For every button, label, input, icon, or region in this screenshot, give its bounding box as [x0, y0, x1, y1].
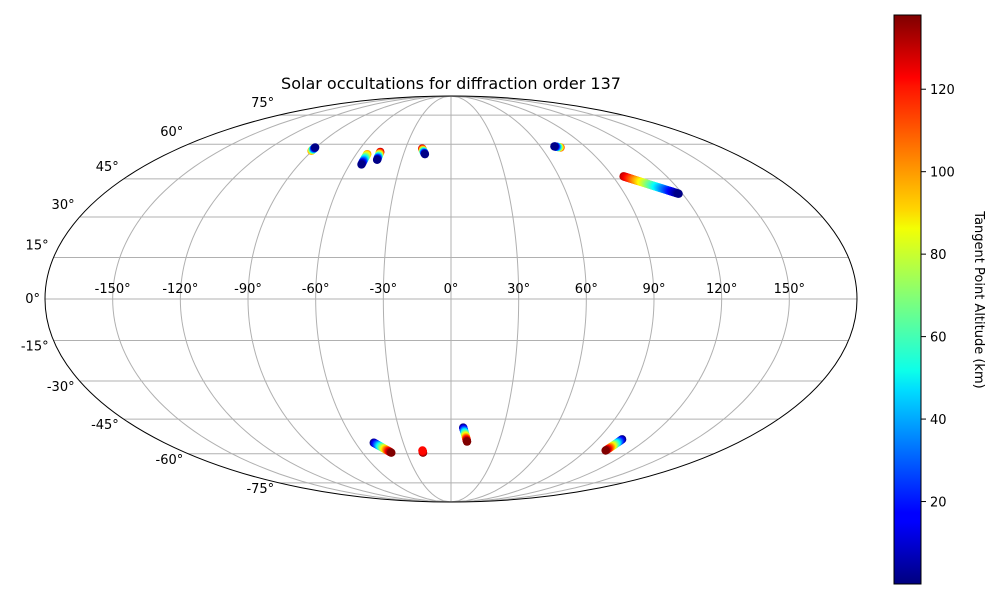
occultation-point: [550, 142, 559, 151]
latitude-tick-label: 75°: [251, 96, 274, 111]
longitude-tick-label: -90°: [234, 282, 262, 297]
latitude-tick-label: -15°: [21, 340, 49, 355]
longitude-gridline: [450, 95, 655, 503]
longitude-gridline: [112, 95, 452, 503]
longitude-tick-label: 60°: [575, 282, 598, 297]
longitude-gridline: [450, 95, 520, 503]
colorbar-tick-label: 100: [930, 166, 955, 181]
longitude-tick-label: -30°: [369, 282, 397, 297]
colorbar-tick-label: 80: [930, 248, 947, 263]
longitude-tick-label: 30°: [507, 282, 530, 297]
longitude-gridline: [450, 95, 587, 503]
chart-title: Solar occultations for diffraction order…: [281, 74, 621, 93]
latitude-tick-label: 45°: [96, 160, 119, 175]
map-boundary: [44, 95, 858, 503]
latitude-tick-label: -30°: [47, 380, 75, 395]
longitude-gridline: [450, 95, 723, 503]
longitude-tick-label: -150°: [95, 282, 131, 297]
longitude-tick-label: 0°: [444, 282, 459, 297]
longitude-tick-label: 90°: [642, 282, 665, 297]
longitude-tick-label: -120°: [162, 282, 198, 297]
longitude-gridline: [382, 95, 452, 503]
colorbar-label: Tangent Point Altitude (km): [971, 210, 986, 388]
latitude-tick-label: 15°: [26, 238, 49, 253]
longitude-gridline: [450, 95, 790, 503]
colorbar-tick-label: 40: [930, 413, 947, 428]
longitude-gridline: [179, 95, 452, 503]
colorbar-tick-label: 60: [930, 331, 947, 346]
latitude-tick-label: 30°: [52, 198, 75, 213]
longitude-tick-labels: -150° -120° -90° -60° -30° 0° 30° 60° 90° 120° 150…: [95, 282, 805, 297]
occultation-point: [357, 160, 366, 169]
latitude-tick-label: -60°: [156, 453, 184, 468]
latitude-tick-labels: 75° 60° 45° 30° 15° 0° -15° -30° -45° -60° -75°: [21, 96, 274, 497]
occultation-point: [674, 189, 683, 198]
occultation-point: [387, 448, 396, 457]
latitude-tick-label: -45°: [91, 418, 119, 433]
longitude-tick-label: 150°: [774, 282, 805, 297]
occultation-point: [372, 155, 382, 165]
latitude-tick-label: 0°: [25, 292, 40, 307]
occultation-point: [420, 149, 430, 159]
colorbar-gradient: [893, 14, 922, 585]
latitude-tick-label: -75°: [246, 482, 274, 497]
colorbar-ticks: 20 40 60 80 100 120: [921, 83, 955, 511]
occultation-points: [307, 142, 683, 457]
graticule: [45, 95, 857, 503]
longitude-gridline: [247, 95, 452, 503]
colorbar-tick-label: 20: [930, 496, 947, 511]
occultation-point: [462, 437, 472, 446]
occultation-point: [310, 143, 320, 152]
colorbar-tick-label: 120: [930, 83, 955, 98]
colorbar: 20 40 60 80 100 120 Tangent Point Altitude (k…: [893, 14, 986, 585]
occultation-point: [418, 446, 427, 455]
occultation-point: [601, 446, 610, 455]
longitude-tick-label: 120°: [706, 282, 737, 297]
longitude-gridline: [315, 95, 452, 503]
latitude-tick-label: 60°: [160, 125, 183, 140]
longitude-tick-label: -60°: [302, 282, 330, 297]
